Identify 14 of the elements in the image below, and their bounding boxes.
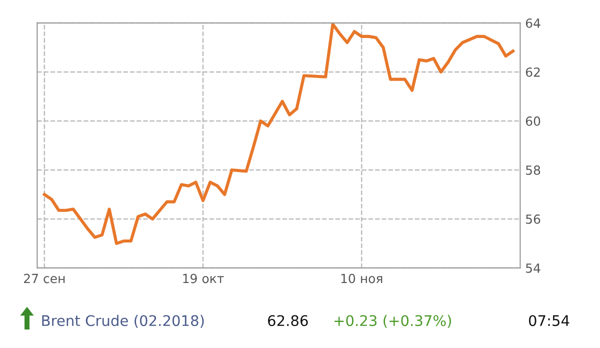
y-tick-label: 54 [526, 264, 540, 273]
text: +0.23 (+0.37%) [334, 314, 451, 328]
y-tick-label: 64 [526, 18, 540, 28]
y-tick-label: 56 [526, 214, 540, 224]
y-tick-label: 60 [526, 116, 540, 126]
text: 07:54 [528, 315, 570, 326]
x-tick-label: 27 сен [24, 274, 65, 284]
line-series [42, 22, 515, 245]
x-tick-label: 19 окт [183, 274, 224, 284]
y-tick-label: 58 [526, 165, 540, 175]
text: 62.86 [268, 315, 308, 326]
y-tick-label: 62 [526, 67, 540, 77]
text: Brent Crude (02.2018) [42, 314, 204, 328]
x-tick-label: 10 ноя [341, 274, 382, 284]
